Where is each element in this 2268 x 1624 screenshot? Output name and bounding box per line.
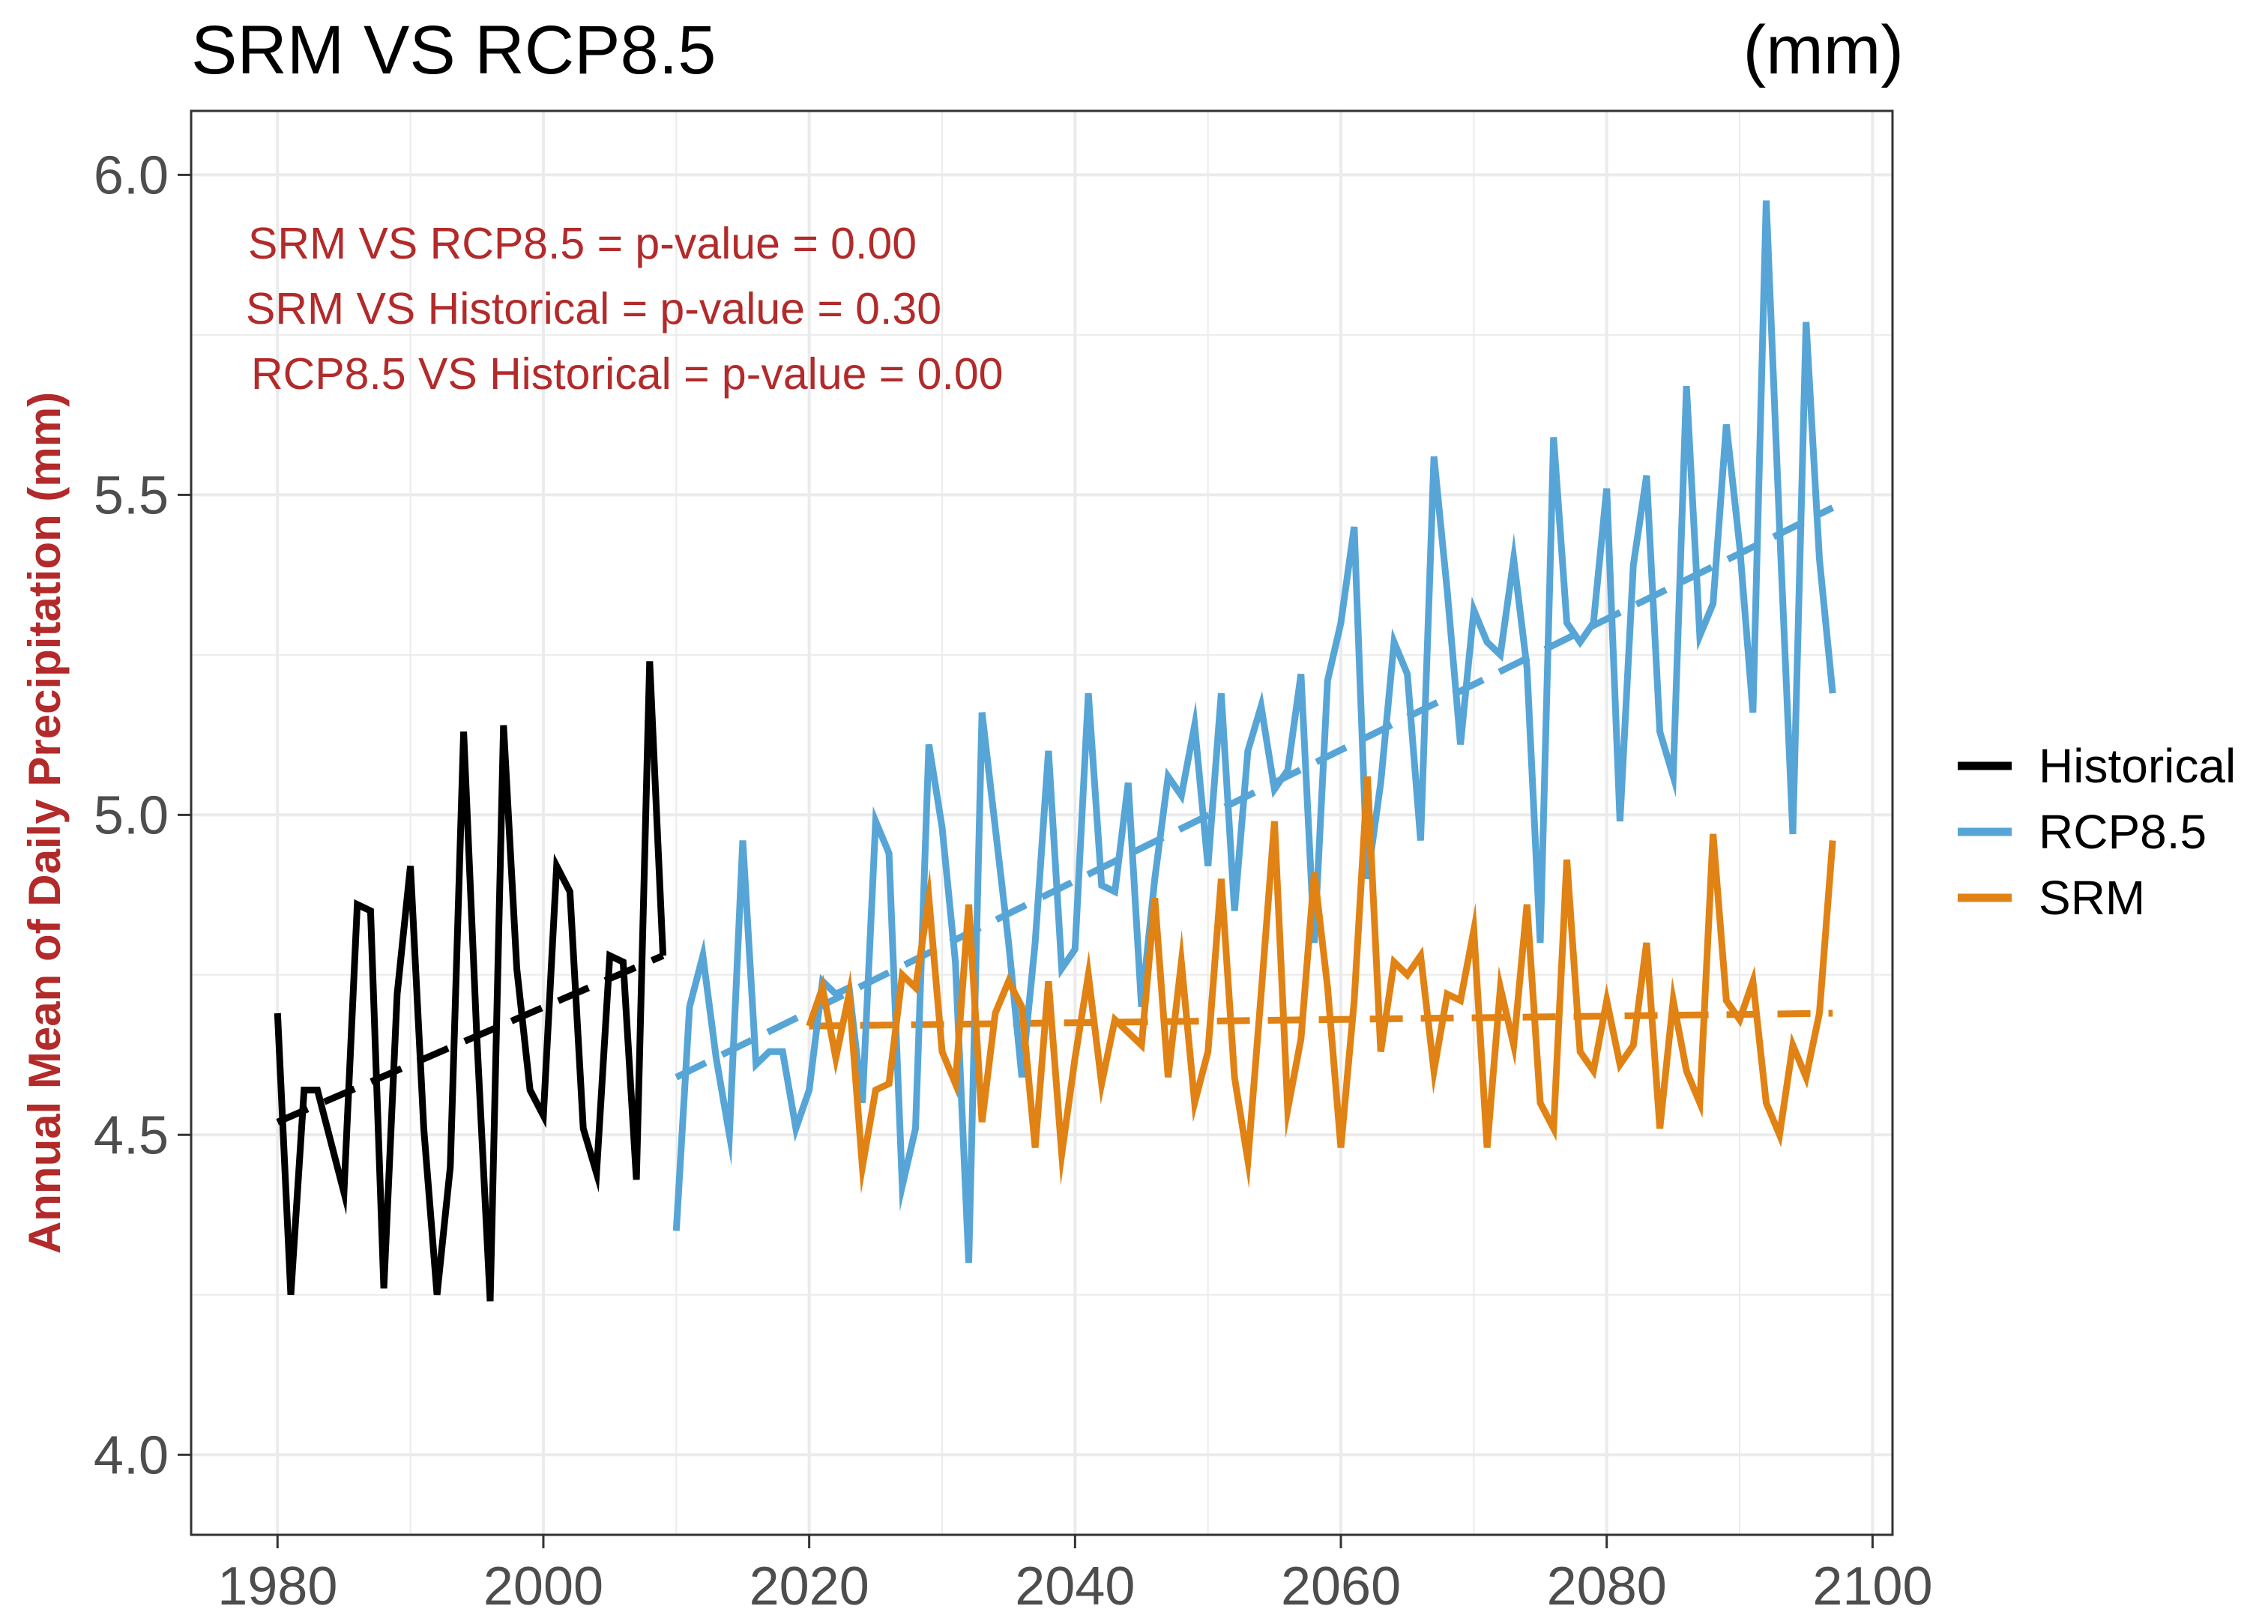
y-tick-label: 6.0 [94,145,169,205]
trend-line-srm [809,1009,1833,1030]
y-axis: 4.0 4.5 5.0 5.5 6.0 [94,145,191,1485]
x-tick-label: 2060 [1281,1557,1401,1617]
panel-border [190,109,1894,1536]
y-axis-label: Annual Mean of Daily Precipitation (mm) [19,392,70,1254]
series-line-rcp85 [672,200,1836,1264]
x-tick-label: 2000 [483,1557,603,1617]
trend-line-historical [276,953,665,1126]
unit-label: (mm) [1743,12,1904,88]
series-lines [274,200,1836,1302]
legend-label-historical: Historical [2039,739,2236,793]
x-tick-label: 2080 [1547,1557,1667,1617]
y-tick-label: 5.5 [94,465,169,525]
series-line-srm [806,776,1836,1195]
chart-title: SRM VS RCP8.5 [191,12,716,88]
series-line-historical [274,661,667,1302]
annotation-rcp85-vs-historical: RCP8.5 VS Historical = p-value = 0.00 [251,349,1004,399]
legend-label-srm: SRM [2039,871,2145,925]
x-axis: 1980 2000 2020 2040 2060 2080 2100 [217,1535,1932,1617]
annotation-srm-vs-rcp85: SRM VS RCP8.5 = p-value = 0.00 [248,219,917,268]
legend-label-rcp85: RCP8.5 [2039,805,2207,859]
annotation-srm-vs-historical: SRM VS Historical = p-value = 0.30 [246,284,941,333]
x-tick-label: 2040 [1015,1557,1135,1617]
major-gridlines [191,111,1892,1535]
x-tick-label: 1980 [217,1557,337,1617]
x-tick-label: 2020 [750,1557,869,1617]
y-tick-label: 5.0 [94,785,169,845]
annotations: SRM VS RCP8.5 = p-value = 0.00 SRM VS Hi… [246,219,1004,399]
x-tick-label: 2100 [1812,1557,1932,1617]
legend: Historical RCP8.5 SRM [1958,739,2236,925]
plot-panel: SRM VS RCP8.5 = p-value = 0.00 SRM VS Hi… [190,109,1894,1536]
y-tick-label: 4.0 [94,1425,169,1485]
y-tick-label: 4.5 [94,1105,169,1165]
